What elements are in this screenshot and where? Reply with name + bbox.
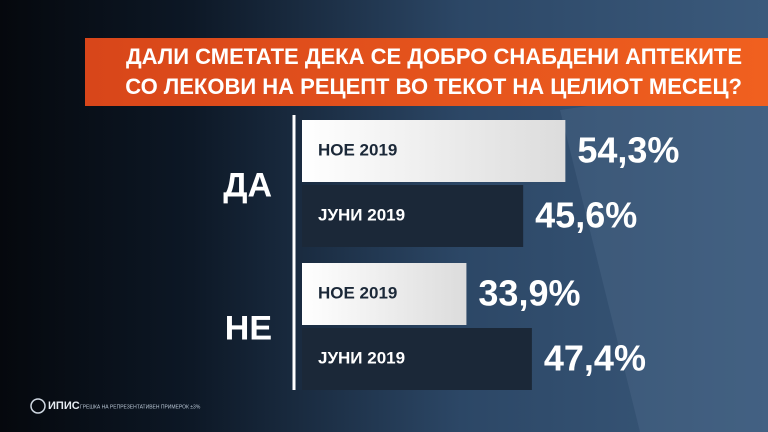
chart-title: СО ЛЕКОВИ НА РЕЦЕПТ ВО ТЕКОТ НА ЦЕЛИОТ М… (125, 74, 742, 99)
series-label: НОЕ 2019 (318, 140, 397, 159)
bar (302, 120, 566, 182)
footer-logo: ИПИС (48, 400, 80, 412)
series-label: ЈУНИ 2019 (318, 348, 405, 367)
bar (302, 185, 524, 247)
background-shelf (560, 80, 768, 432)
bar (302, 263, 467, 325)
logo-mark (30, 398, 46, 414)
category-label: НЕ (225, 309, 272, 347)
title-banner (85, 38, 768, 106)
value-label: 47,4% (544, 338, 646, 379)
series-label: ЈУНИ 2019 (318, 205, 405, 224)
series-label: НОЕ 2019 (318, 283, 397, 302)
value-label: 54,3% (577, 130, 679, 171)
category-label: ДА (223, 166, 272, 204)
bar (302, 328, 532, 390)
value-label: 45,6% (535, 195, 637, 236)
value-label: 33,9% (478, 273, 580, 314)
chart-title: ДАЛИ СМЕТАТЕ ДЕКА СЕ ДОБРО СНАБДЕНИ АПТЕ… (126, 44, 742, 69)
footer-note: ГРЕШКА НА РЕПРЕЗЕНТАТИВЕН ПРИМЕРОК ±3% (80, 404, 201, 410)
